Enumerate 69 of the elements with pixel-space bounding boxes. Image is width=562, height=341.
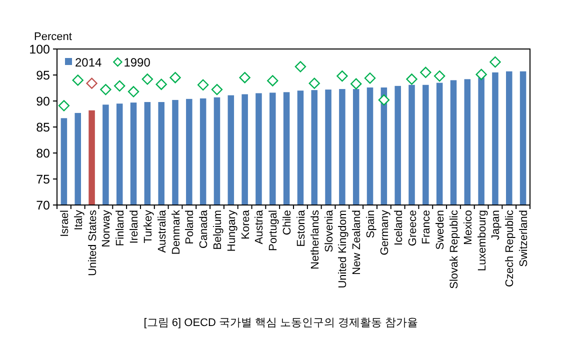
x-tick-label: Spain bbox=[365, 210, 378, 238]
point bbox=[114, 80, 126, 92]
y-tick-label: 70 bbox=[36, 198, 50, 212]
y-tick-label: 75 bbox=[36, 172, 50, 186]
point bbox=[58, 100, 70, 112]
y-axis-title: Percent bbox=[34, 31, 72, 43]
y-tick-label: 80 bbox=[36, 146, 50, 160]
x-tick-label: Canada bbox=[198, 209, 210, 249]
y-tick-label: 90 bbox=[36, 94, 50, 108]
x-tick-label: Iceland bbox=[392, 210, 405, 246]
x-tick-label: Hungary bbox=[226, 210, 238, 252]
x-tick-label: Belgium bbox=[212, 210, 224, 250]
x-tick-label: Czech Republic bbox=[504, 210, 516, 288]
point bbox=[156, 78, 167, 90]
point bbox=[211, 84, 223, 96]
y-tick-label: 100 bbox=[29, 42, 50, 56]
text: [그림 6] OECD 국가별 핵심 노동인구의 경제활동 참가율 bbox=[144, 317, 418, 329]
x-tick-label: France bbox=[420, 210, 433, 244]
x-tick-label: Austria bbox=[254, 209, 266, 244]
point bbox=[350, 78, 362, 90]
x-tick-label: Sweden bbox=[434, 210, 447, 250]
x-tick-label: Japan bbox=[490, 210, 502, 240]
point bbox=[267, 75, 278, 86]
x-tick-label: New Zealand bbox=[351, 210, 364, 275]
x-tick-label: Greece bbox=[406, 210, 419, 246]
x-tick-label: Slovak Republic bbox=[448, 210, 460, 289]
x-tick-label: United States bbox=[86, 210, 99, 276]
x-tick-label: Italy bbox=[72, 210, 85, 230]
x-tick-label: Australia bbox=[156, 209, 168, 253]
x-tick-label: Ireland bbox=[128, 210, 141, 244]
point bbox=[364, 72, 376, 84]
x-tick-label: Korea bbox=[240, 209, 252, 240]
x-tick-label: Estonia bbox=[295, 209, 308, 247]
x-tick-label: Slovenia bbox=[323, 209, 336, 252]
x-tick-label: Finland bbox=[114, 210, 127, 246]
point bbox=[294, 61, 306, 72]
point bbox=[170, 72, 181, 84]
x-tick-label: Denmark bbox=[170, 210, 182, 255]
point bbox=[128, 86, 140, 98]
y-tick-label: 85 bbox=[36, 120, 50, 134]
x-tick-label: Mexico bbox=[462, 210, 474, 245]
x-tick-label: Germany bbox=[378, 210, 391, 256]
x-tick-label: Luxembourg bbox=[476, 210, 488, 272]
point bbox=[434, 70, 446, 82]
point bbox=[100, 84, 112, 96]
x-tick-label: Portugal bbox=[268, 210, 280, 251]
x-tick-label: Israel bbox=[58, 210, 71, 237]
x-tick-label: Chile bbox=[282, 210, 294, 236]
point bbox=[420, 66, 432, 78]
point bbox=[72, 74, 84, 86]
point bbox=[308, 78, 320, 89]
legend-label: 2014 bbox=[75, 56, 102, 70]
point bbox=[378, 94, 390, 106]
x-tick-label: Norway bbox=[100, 210, 113, 248]
point bbox=[142, 74, 154, 85]
x-tick-label: Switzerland bbox=[518, 210, 530, 267]
point bbox=[490, 56, 501, 68]
x-tick-label: Netherlands bbox=[309, 210, 322, 270]
point bbox=[476, 68, 487, 80]
x-tick-label: Poland bbox=[184, 210, 196, 244]
point bbox=[406, 74, 418, 85]
point bbox=[239, 72, 250, 84]
x-tick-label: Turkey bbox=[142, 210, 154, 244]
point bbox=[86, 78, 98, 89]
point bbox=[336, 70, 348, 82]
x-tick-label: United Kingdom bbox=[337, 210, 350, 288]
point bbox=[197, 79, 209, 90]
legend-label: 1990 bbox=[124, 56, 151, 70]
y-tick-label: 95 bbox=[36, 68, 50, 82]
